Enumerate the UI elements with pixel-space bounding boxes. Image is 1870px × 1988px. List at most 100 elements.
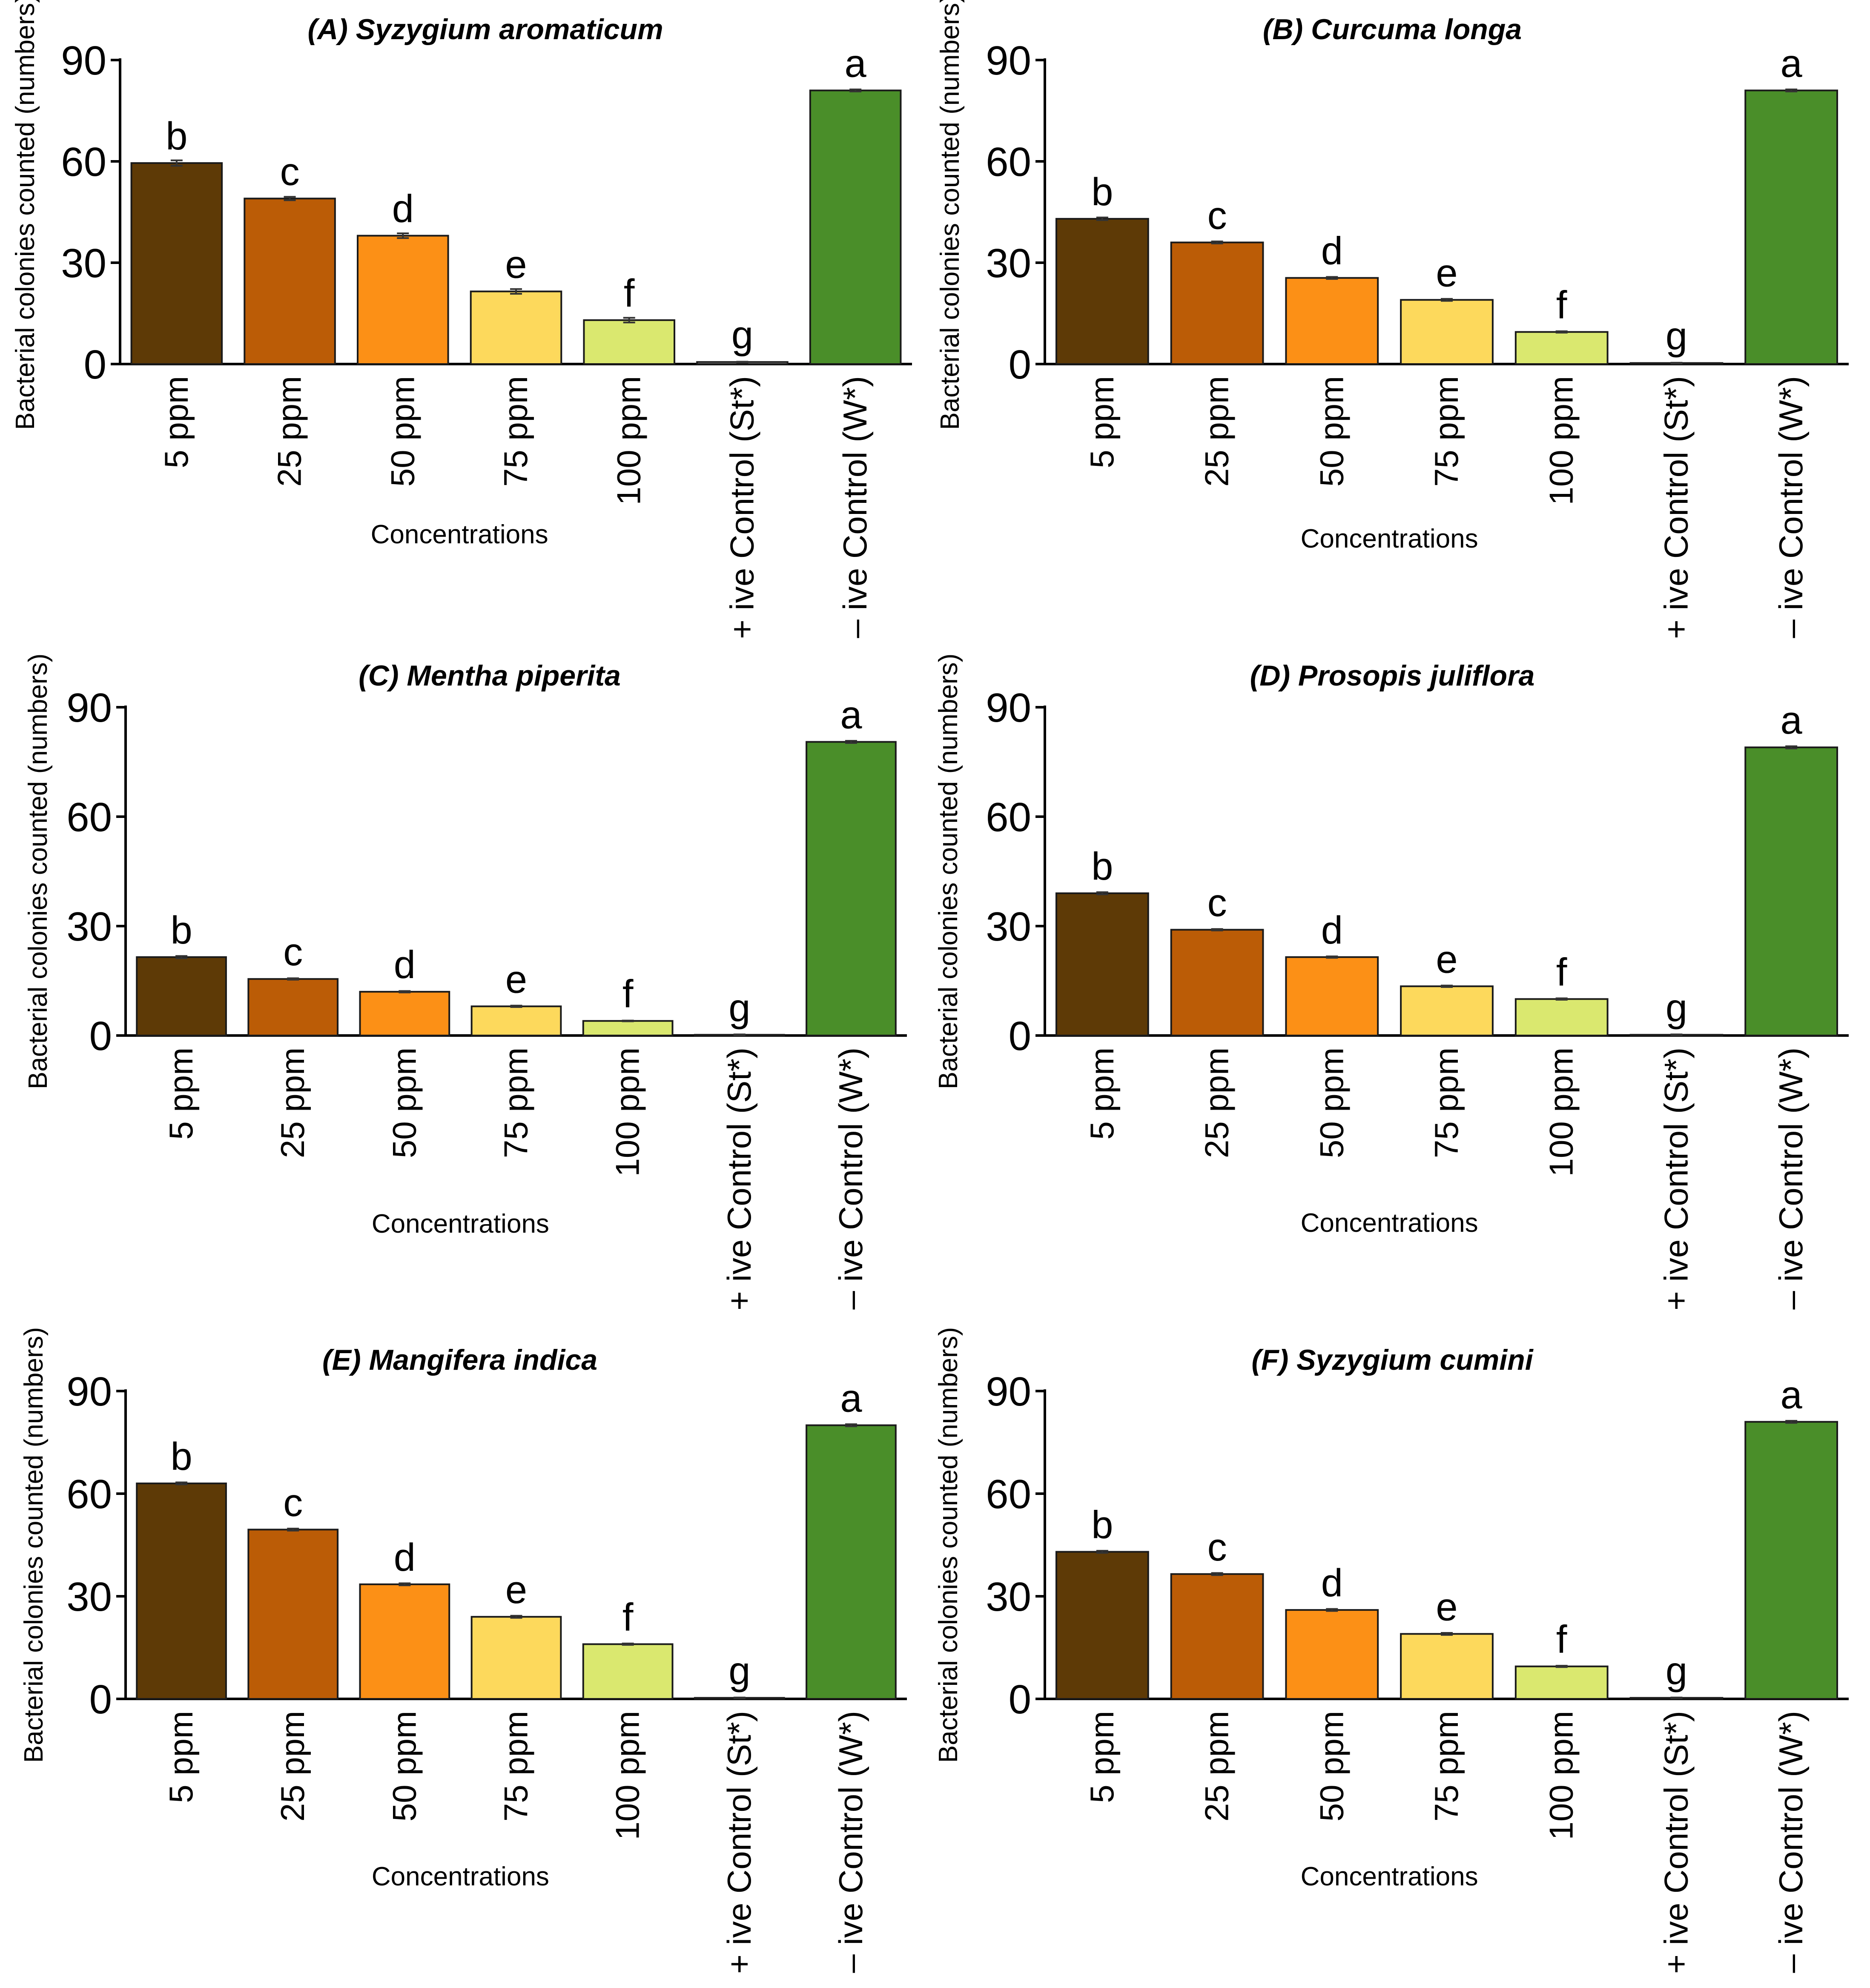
significance-label: c <box>283 930 303 974</box>
y-tick-label: 90 <box>66 1369 112 1414</box>
y-tick-label: 30 <box>986 241 1031 286</box>
bar <box>1055 1551 1149 1700</box>
significance-label: a <box>1781 42 1803 85</box>
bar <box>357 235 449 365</box>
significance-label: a <box>845 42 867 85</box>
x-tick-label: 5 ppm <box>1083 1711 1121 1803</box>
x-axis-label: Concentrations <box>372 1862 549 1891</box>
y-axis-label: Bacterial colonies counted (numbers) <box>934 654 963 1090</box>
y-tick-label: 60 <box>66 795 112 840</box>
bar <box>582 1643 674 1700</box>
x-tick-label: + ive Control (St*) <box>1657 376 1695 639</box>
x-tick-label: 50 ppm <box>1313 1047 1350 1158</box>
significance-label: f <box>1556 284 1567 327</box>
y-tick-label: 0 <box>89 1013 112 1059</box>
y-tick-label: 0 <box>1009 342 1031 387</box>
x-tick-label: 75 ppm <box>1428 1711 1465 1822</box>
x-tick-label: 50 ppm <box>384 376 421 487</box>
significance-label: g <box>1666 315 1687 358</box>
bar <box>359 991 450 1036</box>
chart-title: (E) Mangifera indica <box>322 1344 597 1376</box>
significance-label: c <box>1207 194 1227 237</box>
bar <box>1400 1633 1494 1700</box>
y-tick-label: 30 <box>66 1574 112 1620</box>
bar <box>1285 956 1379 1036</box>
x-tick-label: 100 ppm <box>1543 1047 1580 1177</box>
significance-label: g <box>1666 1649 1687 1693</box>
x-axis-label: Concentrations <box>1301 1862 1478 1891</box>
y-axis-label: Bacterial colonies counted (numbers) <box>935 0 965 430</box>
bar <box>136 1482 227 1700</box>
x-tick-label: + ive Control (St*) <box>1657 1711 1695 1974</box>
bar <box>470 290 562 365</box>
x-tick-label: 5 ppm <box>162 1711 200 1803</box>
bar <box>136 956 227 1036</box>
significance-label: b <box>1091 170 1113 214</box>
x-tick-label: 100 ppm <box>609 1047 646 1177</box>
chart-title: (B) Curcuma longa <box>1263 13 1522 46</box>
significance-label: g <box>728 1649 750 1693</box>
significance-label: c <box>1207 1526 1227 1569</box>
y-axis-label: Bacterial colonies counted (numbers) <box>23 654 53 1090</box>
x-tick-label: 75 ppm <box>497 376 534 487</box>
x-tick-label: 25 ppm <box>1198 1711 1236 1822</box>
x-tick-label: 25 ppm <box>271 376 308 487</box>
bar <box>1514 998 1609 1036</box>
significance-label: a <box>1781 699 1803 742</box>
bar <box>1285 277 1379 365</box>
bar <box>806 741 897 1036</box>
y-axis-label: Bacterial colonies counted (numbers) <box>19 1327 49 1763</box>
x-tick-label: 25 ppm <box>274 1047 311 1158</box>
chart-panel-e: (E) Mangifera indica 0 30 60 90 Bacterial col… <box>19 1327 907 1974</box>
bar <box>1400 985 1494 1037</box>
bar <box>1285 1609 1379 1700</box>
significance-label: e <box>505 958 527 1001</box>
x-tick-label: 5 ppm <box>162 1047 200 1140</box>
bar <box>806 1424 897 1700</box>
significance-label: d <box>394 943 416 987</box>
significance-label: b <box>170 909 192 952</box>
bar <box>1170 241 1264 365</box>
y-tick-label: 90 <box>986 38 1031 83</box>
significance-label: c <box>1207 881 1227 925</box>
x-tick-label: + ive Control (St*) <box>1657 1047 1695 1311</box>
y-axis-label: Bacterial colonies counted (numbers) <box>934 1327 963 1763</box>
significance-label: d <box>392 187 414 231</box>
significance-label: g <box>728 986 750 1030</box>
bar <box>130 162 223 365</box>
significance-label: g <box>731 313 753 357</box>
y-tick-label: 0 <box>1009 1677 1031 1722</box>
x-tick-label: 100 ppm <box>610 376 648 505</box>
chart-title: (A) Syzygium aromaticum <box>307 13 663 46</box>
bar <box>1055 892 1149 1036</box>
chart-panel-a: (A) Syzygium aromaticum 0 30 60 90 Bacterial … <box>11 0 912 639</box>
bar <box>809 89 902 365</box>
x-tick-label: 25 ppm <box>1198 1047 1236 1158</box>
bar <box>247 1529 339 1700</box>
x-tick-label: 50 ppm <box>1313 376 1350 487</box>
chart-title: (D) Prosopis juliflora <box>1250 660 1535 692</box>
bar <box>1400 299 1494 365</box>
significance-label: a <box>840 1377 862 1420</box>
bar <box>470 1005 562 1036</box>
significance-label: e <box>505 243 527 286</box>
bar <box>470 1616 562 1700</box>
significance-label: g <box>1666 986 1687 1030</box>
x-tick-label: 5 ppm <box>158 376 195 468</box>
y-tick-label: 30 <box>66 904 112 950</box>
x-tick-label: 25 ppm <box>1198 376 1236 487</box>
significance-label: f <box>1556 950 1567 994</box>
x-tick-label: 75 ppm <box>1428 376 1465 487</box>
significance-label: f <box>624 272 635 315</box>
x-tick-label: 75 ppm <box>497 1711 535 1822</box>
x-tick-label: – ive Control (W*) <box>1772 1711 1810 1973</box>
significance-label: a <box>1781 1373 1803 1417</box>
significance-label: e <box>1436 938 1457 981</box>
x-axis-label: Concentrations <box>371 520 548 549</box>
x-tick-label: – ive Control (W*) <box>832 1047 869 1309</box>
y-tick-label: 60 <box>66 1472 112 1517</box>
bar <box>1170 929 1264 1036</box>
x-tick-label: 5 ppm <box>1083 1047 1121 1140</box>
chart-title: (F) Syzygium cumini <box>1251 1344 1534 1376</box>
